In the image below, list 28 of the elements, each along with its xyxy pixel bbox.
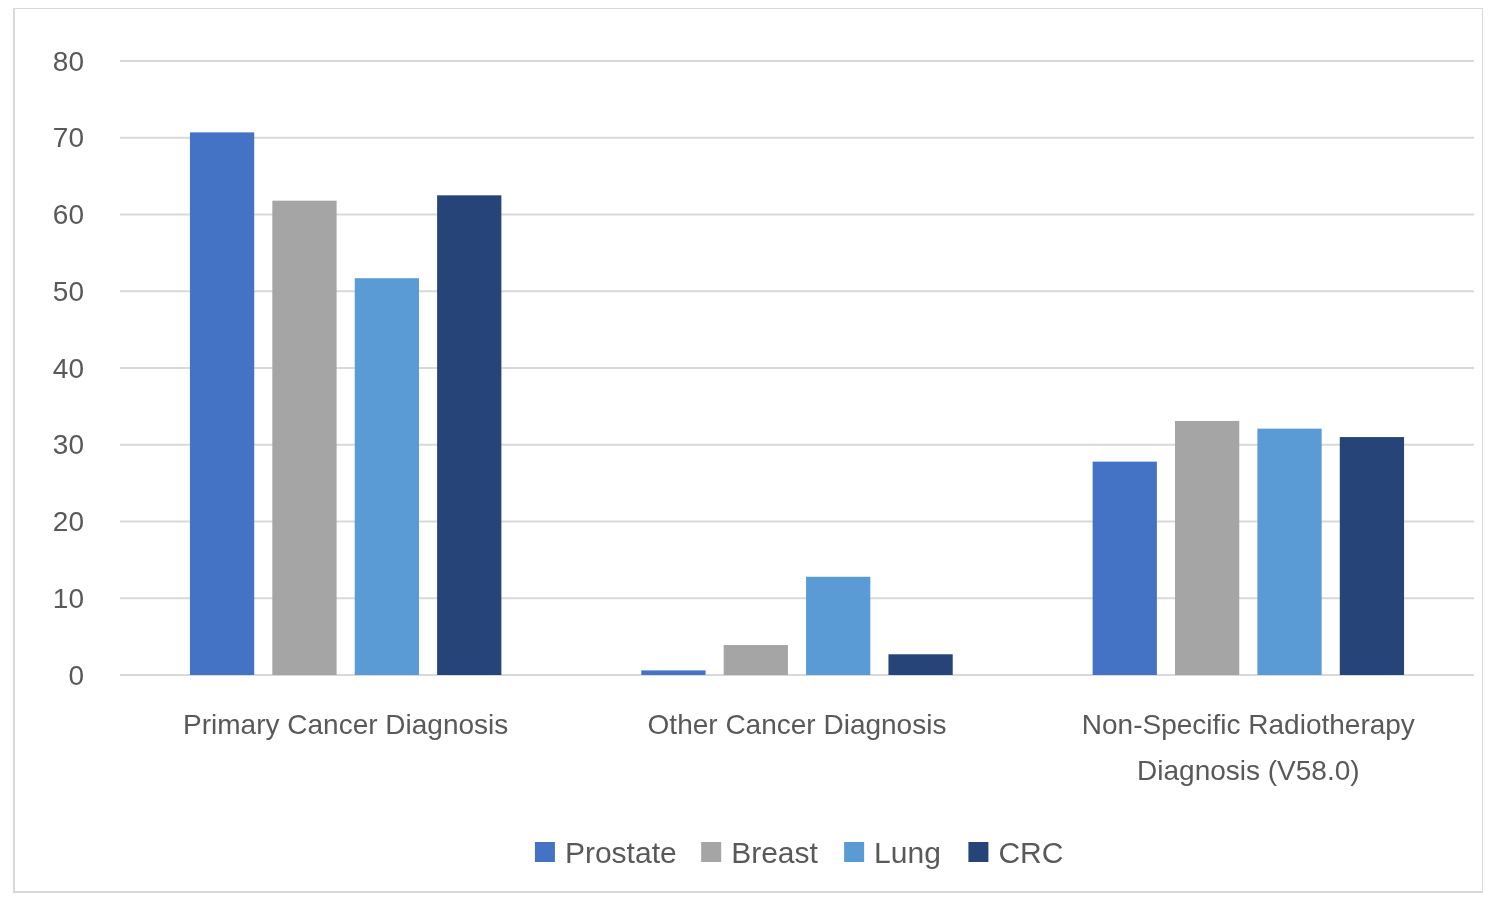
bar [189, 132, 255, 675]
bar [723, 645, 788, 675]
legend-label: Breast [731, 835, 819, 869]
bar [806, 576, 871, 675]
bar [1339, 437, 1405, 675]
y-tick-label: 40 [52, 352, 84, 384]
bar [1092, 461, 1157, 675]
y-tick-label: 80 [52, 45, 84, 77]
legend-label: Prostate [564, 835, 677, 869]
x-tick-label: Non-Specific Radiotherapy Diagnosis (V58.0) [1081, 708, 1415, 786]
y-tick-label: 10 [52, 582, 84, 614]
bar [1257, 428, 1322, 675]
bar [272, 200, 337, 675]
y-tick-label: 30 [52, 429, 84, 461]
bar [888, 654, 953, 675]
bar [354, 278, 419, 675]
y-tick-label: 20 [52, 506, 84, 537]
y-tick-label: 60 [52, 199, 84, 230]
x-tick-label: Other Cancer Diagnosis [647, 708, 947, 740]
y-tick-label: 50 [52, 275, 84, 307]
legend-label: Lung [874, 835, 941, 869]
y-tick-label: 70 [52, 122, 84, 154]
legend-label: CRC [998, 835, 1064, 869]
x-tick-label: Primary Cancer Diagnosis [183, 708, 509, 740]
bar [1175, 420, 1240, 675]
y-tick-label: 0 [68, 659, 84, 691]
bar [437, 195, 502, 675]
bar [641, 670, 706, 675]
